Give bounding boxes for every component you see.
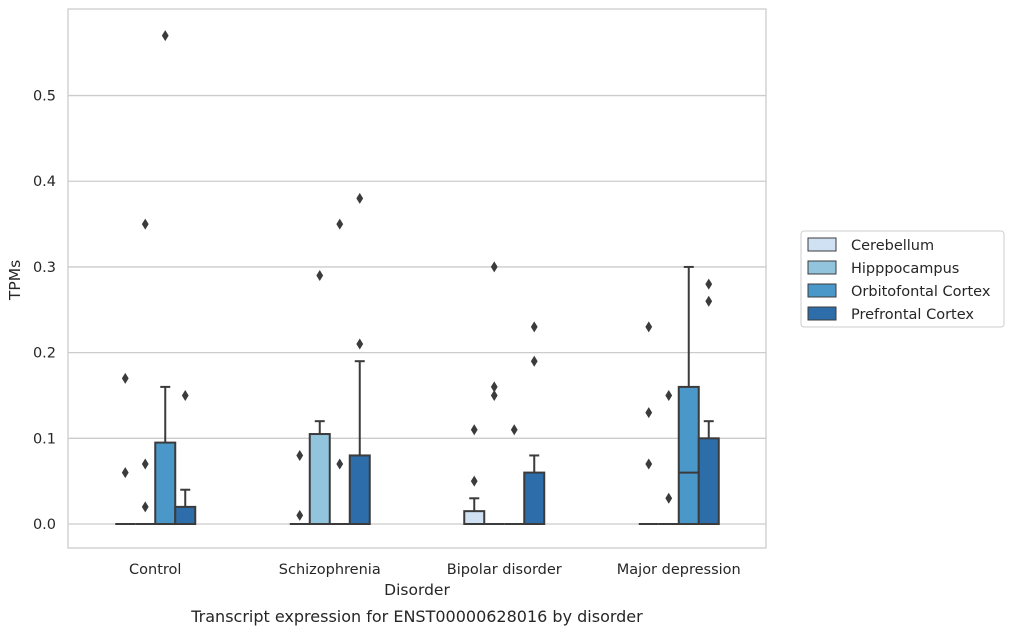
outlier-point — [665, 492, 673, 504]
legend-label: Hipppocampus — [851, 261, 959, 277]
box-2-1 — [329, 218, 350, 526]
outlier-point — [490, 261, 498, 273]
y-tick-label: 0.0 — [33, 517, 56, 533]
x-tick-label: Schizophrenia — [279, 562, 381, 578]
outlier-point — [490, 381, 498, 393]
x-tick-label: Control — [129, 562, 181, 578]
box-3-3 — [697, 278, 720, 526]
y-tick-label: 0.4 — [33, 174, 56, 190]
box — [523, 471, 546, 526]
outlier-point — [336, 218, 344, 230]
legend-label: Cerebellum — [851, 238, 934, 254]
y-tick-label: 0.3 — [33, 260, 56, 276]
outlier-point — [490, 389, 498, 401]
y-tick-label: 0.5 — [33, 89, 56, 105]
box — [677, 385, 700, 526]
outlier-point — [316, 270, 324, 282]
outlier-point — [296, 509, 304, 521]
outlier-point — [645, 458, 653, 470]
box — [154, 441, 177, 526]
box-0-0 — [115, 372, 136, 526]
legend: Cerebellum Hipppocampus Orbitofontal Corte… — [800, 230, 1005, 328]
box-0-3 — [638, 321, 659, 526]
legend-label: Orbitofontal Cortex — [851, 284, 991, 300]
legend-frame — [800, 230, 1005, 328]
outlier-point — [530, 321, 538, 333]
outlier-point — [181, 389, 189, 401]
x-axis: Control Schizophrenia Bipolar disorder Majo… — [129, 562, 741, 578]
box-1-3 — [658, 389, 679, 526]
outlier-point — [296, 449, 304, 461]
outlier-point — [356, 192, 364, 204]
outlier-point — [161, 30, 169, 42]
box — [174, 505, 197, 526]
box — [463, 510, 486, 526]
box-3-2 — [523, 321, 546, 526]
box-1-2 — [484, 261, 505, 526]
outlier-point — [336, 458, 344, 470]
y-tick-label: 0.2 — [33, 346, 56, 362]
outlier-point — [470, 424, 478, 436]
outlier-point — [705, 278, 713, 290]
box-0-2 — [463, 424, 486, 526]
outlier-point — [141, 501, 149, 513]
legend-swatch — [807, 260, 837, 275]
outlier-point — [530, 355, 538, 367]
plot-area — [115, 30, 720, 526]
legend-swatch — [807, 283, 837, 298]
x-tick-label: Major depression — [617, 562, 741, 578]
y-tick-label: 0.1 — [33, 431, 56, 447]
outlier-point — [141, 458, 149, 470]
box — [348, 454, 371, 526]
y-axis-title: TPMs — [6, 260, 24, 301]
box-1-1 — [308, 270, 331, 526]
legend-swatch — [807, 237, 837, 252]
legend-swatch — [807, 306, 837, 321]
outlier-point — [470, 475, 478, 487]
box — [308, 433, 331, 526]
outlier-point — [121, 467, 129, 479]
box-1-0 — [135, 218, 156, 526]
y-axis: 0.0 0.1 0.2 0.3 0.4 0.5 — [33, 89, 56, 533]
outlier-point — [705, 295, 713, 307]
box-2-0 — [154, 30, 177, 526]
outlier-point — [645, 321, 653, 333]
x-tick-label: Bipolar disorder — [447, 562, 562, 578]
outlier-point — [510, 424, 518, 436]
box-2-2 — [504, 424, 525, 526]
x-axis-title: Disorder — [384, 581, 450, 599]
plot-frame — [67, 8, 767, 549]
legend-label: Prefrontal Cortex — [851, 307, 974, 323]
outlier-point — [356, 338, 364, 350]
outlier-point — [665, 389, 673, 401]
outlier-point — [645, 407, 653, 419]
outlier-point — [141, 218, 149, 230]
outlier-point — [121, 372, 129, 384]
chart-caption: Transcript expression for ENST0000062801… — [190, 607, 643, 626]
box — [697, 437, 720, 526]
box-3-0 — [174, 389, 197, 526]
box-0-1 — [289, 449, 310, 526]
box-3-1 — [348, 192, 371, 526]
box-2-3 — [677, 265, 700, 526]
